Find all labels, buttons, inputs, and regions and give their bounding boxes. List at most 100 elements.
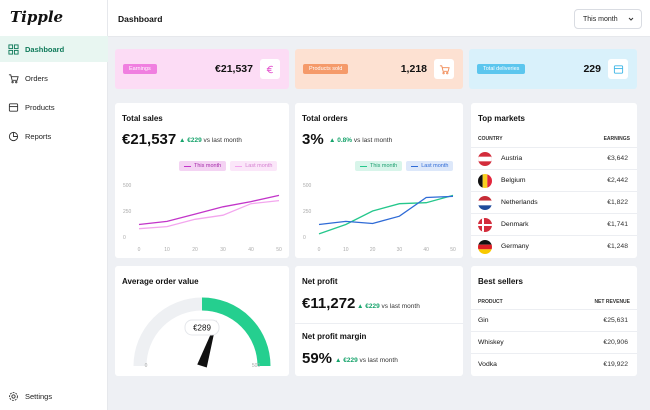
sidebar-item-orders[interactable]: Orders [0, 65, 108, 91]
card-title: Total orders [302, 114, 348, 123]
card-title: Average order value [122, 277, 199, 286]
x-tick-label: 50 [276, 247, 282, 253]
table-row[interactable]: Denmark €1,741 [471, 213, 637, 235]
card-title: Top markets [478, 114, 525, 123]
average-order-card: Average order value €289 0 500 [115, 266, 289, 376]
pie-chart-icon [7, 130, 19, 142]
period-select-value: This month [583, 15, 618, 23]
table-row[interactable]: Belgium €2,442 [471, 169, 637, 191]
table-header: COUNTRY EARNINGS [478, 136, 630, 142]
denmark-flag [478, 218, 492, 232]
net-profit-value: €11,272 [302, 295, 356, 312]
top-header: Dashboard This month [108, 0, 650, 37]
y-tick-label: 500 [303, 183, 312, 189]
x-tick-label: 10 [343, 247, 349, 253]
x-tick-label: 20 [370, 247, 376, 253]
net-margin-delta: ▲ €229 vs last month [335, 357, 398, 364]
y-tick-label: 500 [123, 183, 132, 189]
card-title: Best sellers [478, 277, 523, 286]
table-row[interactable]: Whiskey €20,906 [471, 331, 637, 353]
kpi-earnings: Earnings €21,537 [115, 49, 289, 89]
total-sales-delta: ▲ €229 vs last month [179, 137, 242, 144]
grid-icon [7, 43, 19, 55]
y-tick-label: 250 [303, 209, 312, 215]
total-sales-chart: 0 250 500 0 10 20 30 40 50 [123, 183, 282, 253]
gear-icon [7, 390, 19, 402]
cart-icon [434, 59, 454, 79]
sidebar-item-label: Settings [25, 391, 53, 401]
x-tick-label: 40 [248, 247, 254, 253]
arrow-up-icon: ▲ [329, 137, 338, 144]
box-icon [7, 101, 19, 113]
table-row[interactable]: Netherlands €1,822 [471, 191, 637, 213]
best-sellers-card: Best sellers PRODUCT NET REVENUE Gin €25… [471, 266, 637, 376]
cart-icon [7, 72, 19, 84]
sidebar-item-label: Reports [25, 131, 52, 141]
series-line-last-month [318, 195, 454, 226]
table-header: PRODUCT NET REVENUE [478, 299, 630, 305]
total-orders-chart: 0 250 500 0 10 20 30 40 50 [303, 183, 456, 253]
arrow-up-icon: ▲ [335, 357, 344, 364]
legend-last-month: Last month [406, 161, 454, 171]
y-tick-label: 250 [123, 209, 132, 215]
austria-flag [478, 152, 492, 166]
net-margin-value: 59% [302, 350, 333, 367]
total-sales-value: €21,537 [122, 131, 177, 148]
sidebar-item-dashboard[interactable]: Dashboard [0, 36, 108, 62]
sidebar-item-label: Orders [25, 73, 48, 83]
legend-last-month: Last month [230, 161, 278, 171]
sidebar-item-products[interactable]: Products [0, 94, 108, 120]
total-orders-card: Total orders 3% ▲ 0.8% vs last month Thi… [295, 103, 463, 258]
legend-this-month: This month [179, 161, 227, 171]
card-title: Net profit [302, 277, 338, 286]
kpi-value: 229 [583, 63, 601, 75]
belgium-flag [478, 174, 492, 188]
euro-icon [260, 59, 280, 79]
box-icon [608, 59, 628, 79]
table-row[interactable]: Vodka €19,922 [471, 353, 637, 375]
kpi-label: Earnings [123, 64, 157, 74]
kpi-products-sold: Products sold 1,218 [295, 49, 463, 89]
table-row[interactable]: Germany €1,248 [471, 235, 637, 257]
divider [295, 323, 463, 324]
sidebar-item-label: Dashboard [25, 44, 65, 54]
sidebar-item-settings[interactable]: Settings [0, 383, 108, 409]
gauge-fill [201, 297, 271, 367]
chart-legend: This month Last month [355, 161, 454, 171]
legend-this-month: This month [355, 161, 403, 171]
kpi-total-deliveries: Total deliveries 229 [469, 49, 637, 89]
total-orders-delta: ▲ 0.8% vs last month [329, 137, 393, 144]
x-tick-label: 30 [397, 247, 403, 253]
netherlands-flag [478, 196, 492, 210]
gauge-value: €289 [193, 324, 211, 333]
total-orders-value: 3% [302, 131, 324, 148]
top-markets-card: Top markets COUNTRY EARNINGS Austria €3,… [471, 103, 637, 258]
x-tick-label: 10 [164, 247, 170, 253]
period-select[interactable]: This month [574, 9, 642, 29]
sidebar-item-reports[interactable]: Reports [0, 123, 108, 149]
gauge-min-label: 0 [145, 363, 148, 369]
germany-flag [478, 240, 492, 254]
x-tick-label: 30 [220, 247, 226, 253]
gauge-value-pill [184, 319, 220, 336]
x-tick-label: 0 [138, 247, 141, 253]
x-tick-label: 0 [318, 247, 321, 253]
arrow-up-icon: ▲ [179, 137, 188, 144]
series-line-this-month [318, 194, 454, 235]
chevron-down-icon [628, 17, 634, 21]
series-line-this-month [138, 194, 280, 226]
card-title: Net profit margin [302, 332, 367, 341]
series-line-last-month [138, 199, 280, 230]
net-profit-delta: ▲ €229 vs last month [357, 303, 420, 310]
arrow-up-icon: ▲ [357, 303, 366, 310]
x-tick-label: 50 [450, 247, 456, 253]
page-title: Dashboard [118, 14, 163, 24]
x-tick-label: 20 [192, 247, 198, 253]
table-row[interactable]: Gin €25,631 [471, 309, 637, 331]
y-tick-label: 0 [123, 235, 126, 241]
chart-legend: This month Last month [179, 161, 278, 171]
app-logo: Tipple [10, 8, 64, 26]
table-row[interactable]: Austria €3,642 [471, 147, 637, 169]
y-tick-label: 0 [303, 235, 306, 241]
net-profit-card: Net profit €11,272 ▲ €229 vs last month … [295, 266, 463, 376]
